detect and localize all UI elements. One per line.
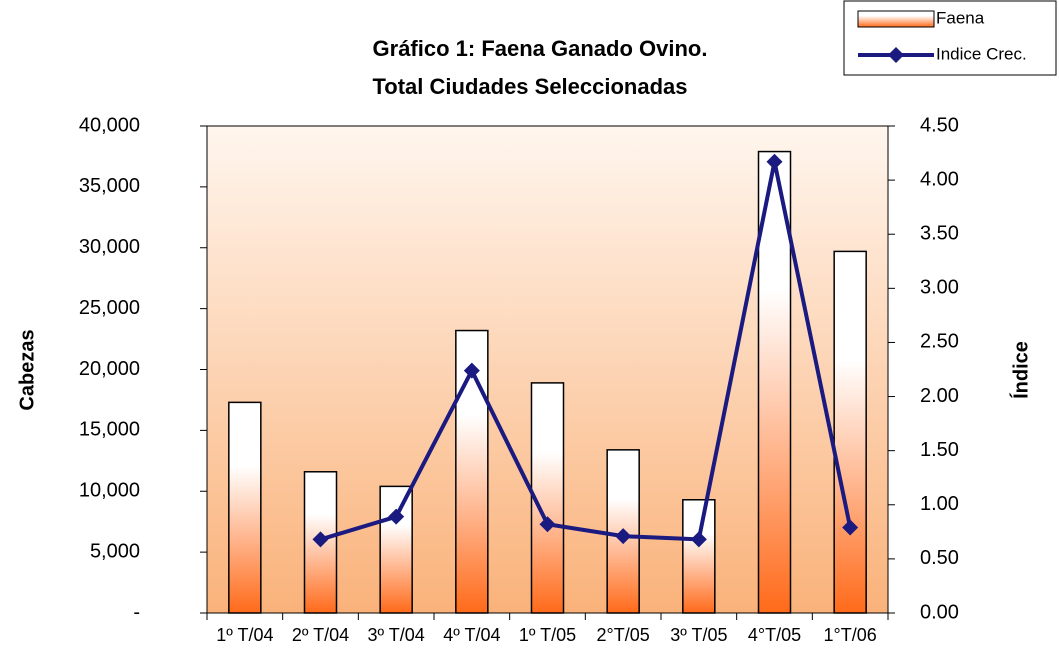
x-tick-label: 2°T/05 — [597, 625, 650, 645]
bar — [379, 485, 413, 614]
y2-tick-label: 0.50 — [920, 547, 959, 569]
y2-tick-label: 1.50 — [920, 439, 959, 461]
marker — [463, 362, 480, 379]
legend-swatch — [888, 47, 904, 63]
y2-tick-label: 4.00 — [920, 168, 959, 190]
bar — [530, 382, 565, 614]
line — [319, 159, 853, 542]
y2-tick-label: 2.50 — [920, 331, 959, 353]
x-tick-label: 1°T/06 — [824, 625, 877, 645]
y2-tick-label: 1.00 — [920, 493, 959, 515]
y2-tick-label: 3.00 — [920, 277, 959, 299]
x-tick-label: 4°T/05 — [748, 625, 801, 645]
y-tick-label: 35,000 — [79, 175, 140, 197]
y-tick-label: 25,000 — [79, 297, 140, 319]
y-tick-label: 5,000 — [90, 540, 140, 562]
x-tick-label: 3º T/05 — [670, 625, 727, 645]
y-tick-label: 30,000 — [79, 236, 140, 258]
y2-tick-label: 2.00 — [920, 385, 959, 407]
y-tick-label: 15,000 — [79, 419, 140, 441]
chart-title: Gráfico 1: Faena Ganado Ovino. — [373, 36, 708, 61]
y-axis-title: Cabezas — [16, 329, 38, 410]
y2-tick-label: 0.00 — [920, 601, 959, 623]
y-tick-label: - — [133, 601, 140, 623]
marker — [312, 531, 329, 548]
legend-swatch — [857, 10, 935, 28]
marker — [690, 531, 707, 548]
x-tick-label: 4º T/04 — [443, 625, 500, 645]
y2-tick-label: 4.50 — [920, 114, 959, 136]
marker — [388, 508, 405, 525]
y-tick-label: 20,000 — [79, 358, 140, 380]
y2-axis-title: Índice — [1009, 341, 1032, 399]
x-tick-label: 2º T/04 — [292, 625, 349, 645]
y-tick-label: 10,000 — [79, 480, 140, 502]
y-tick-label: 40,000 — [79, 114, 140, 136]
marker — [842, 519, 859, 536]
chart-title: Total Ciudades Seleccionadas — [372, 74, 687, 99]
marker — [615, 528, 632, 545]
x-tick-label: 1º T/04 — [216, 625, 273, 645]
bar — [682, 499, 716, 614]
y2-tick-label: 3.50 — [920, 223, 959, 245]
marker — [539, 516, 556, 533]
plot-border — [206, 125, 889, 614]
x-tick-label: 1º T/05 — [519, 625, 576, 645]
bar — [228, 401, 262, 614]
x-tick-label: 3º T/04 — [368, 625, 425, 645]
bar — [833, 250, 867, 614]
legend-label: Indice Crec. — [936, 44, 1027, 63]
marker — [766, 153, 783, 170]
bar — [757, 150, 792, 614]
legend-label: Faena — [936, 8, 985, 27]
